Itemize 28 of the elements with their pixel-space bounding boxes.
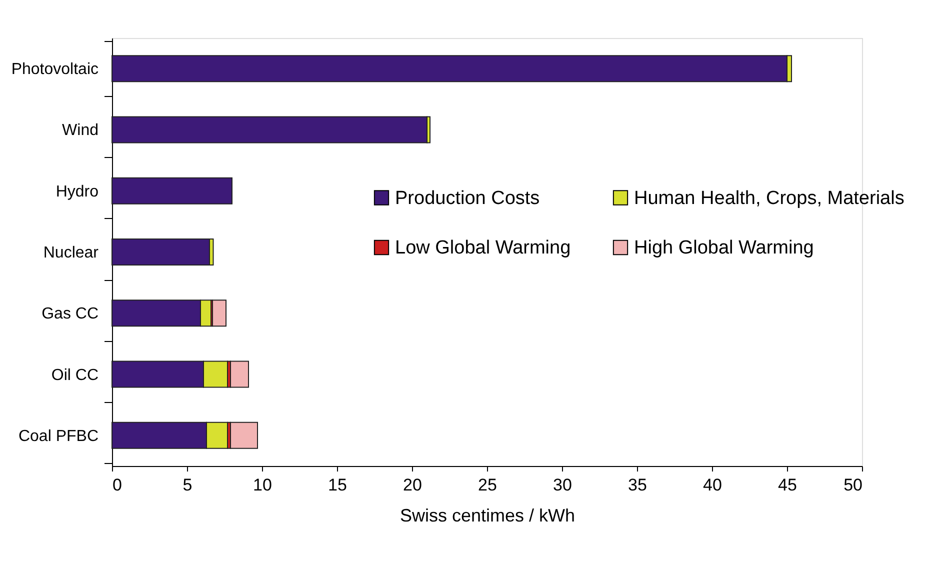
y-tick-label: Wind xyxy=(62,122,98,140)
x-tick-label: 10 xyxy=(253,476,272,494)
y-tick-label: Gas CC xyxy=(42,306,98,323)
x-tick-label: 30 xyxy=(553,476,572,494)
legend-label: High Global Warming xyxy=(634,238,814,258)
x-axis-title: Swiss centimes / kWh xyxy=(400,506,576,526)
x-tick-label: 50 xyxy=(844,476,862,494)
y-tick-label: Oil CC xyxy=(51,366,98,384)
x-tick-label: 40 xyxy=(703,476,722,494)
x-tick-label: 0 xyxy=(112,476,122,494)
x-tick-label: 35 xyxy=(628,476,647,494)
y-tick-label: Coal PFBC xyxy=(18,428,98,445)
legend-label: Production Costs xyxy=(395,188,540,209)
bar xyxy=(230,422,258,449)
x-tick-label: 5 xyxy=(182,476,192,494)
y-tick-label: Hydro xyxy=(56,183,99,200)
legend-label: Human Health, Crops, Materials xyxy=(634,188,904,209)
x-tick-label: 25 xyxy=(478,476,497,494)
x-tick-label: 45 xyxy=(778,476,797,494)
bar xyxy=(112,116,428,144)
bar xyxy=(112,177,232,204)
x-tick-label: 15 xyxy=(328,476,347,494)
x-tick-label: 20 xyxy=(403,476,422,494)
y-tick-label: Nuclear xyxy=(43,244,100,262)
bar xyxy=(230,360,249,388)
bar xyxy=(112,238,210,266)
y-tick-label: Photovoltaic xyxy=(11,61,98,78)
legend-label: Low Global Warming xyxy=(395,238,571,258)
